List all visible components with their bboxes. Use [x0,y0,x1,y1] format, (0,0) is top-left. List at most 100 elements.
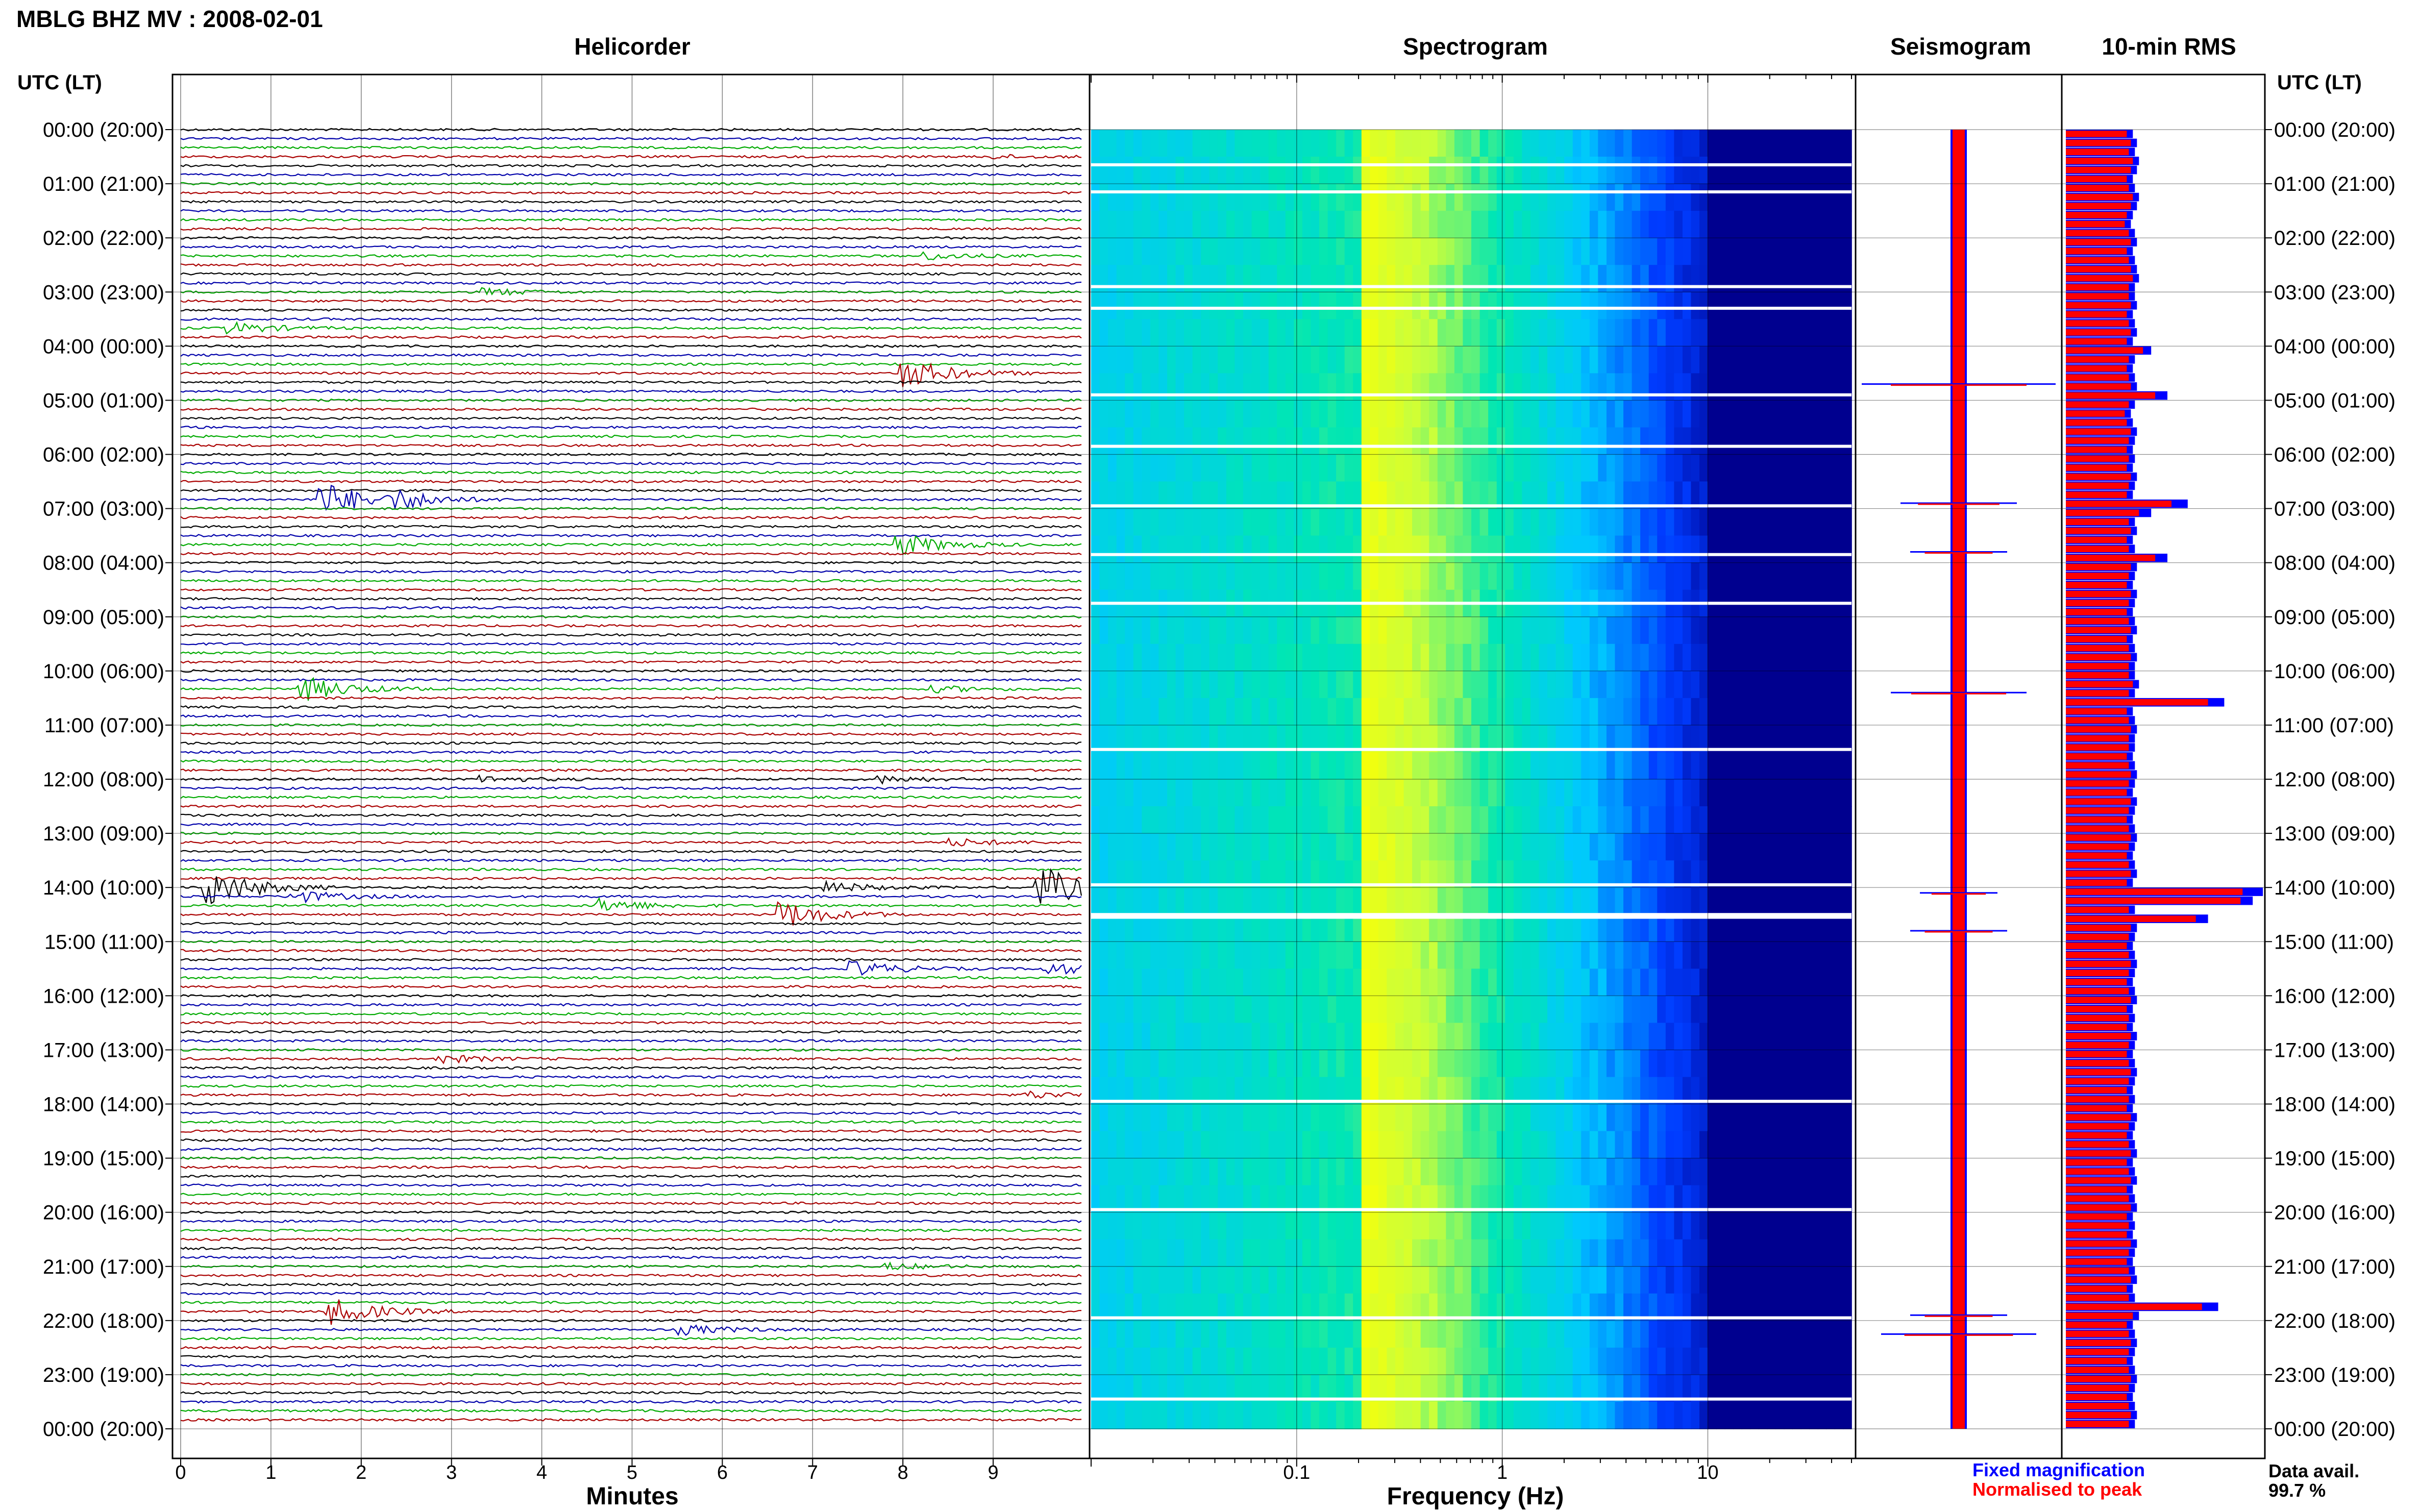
spectrogram-cell [1724,1293,1734,1321]
spectrogram-cell [1201,779,1210,807]
spectrogram-cell [1327,725,1337,753]
spectrogram-cell [1302,887,1312,915]
spectrogram-cell [1116,1320,1126,1348]
spectrogram-cell [1268,1320,1278,1348]
spectrogram-cell [1361,969,1371,997]
spectrogram-cell [1454,941,1464,970]
rms-bar-normalised [2066,419,2127,426]
spectrogram-cell [1648,427,1658,455]
spectrogram-cell [1353,1131,1362,1159]
spectrogram-cell [1471,184,1480,211]
rms-bar-normalised [2066,1051,2127,1058]
spectrogram-cell [1826,292,1835,320]
spectrogram-cell [1142,1050,1151,1078]
spectrogram-cell [1716,1050,1725,1078]
spectrogram-cell [1268,1374,1278,1402]
spectrogram-cell [1091,238,1100,265]
spectrogram-cell [1454,1023,1464,1051]
spectrogram-cell [1387,1402,1396,1429]
spectrogram-cell [1547,671,1557,699]
spectrogram-cell [1243,481,1252,509]
spectrogram-cell [1311,887,1320,915]
spectrogram-cell [1403,184,1413,211]
spectrogram-cell [1302,1212,1312,1240]
spectrogram-cell [1378,1374,1388,1402]
spectrogram-cell [1606,1402,1616,1429]
spectrogram-cell [1496,1023,1506,1051]
spectrogram-cell [1294,157,1303,184]
spectrogram-cell [1471,887,1480,915]
spectrogram-cell [1277,292,1286,320]
spectrogram-cell [1125,1023,1134,1051]
spectrogram-cell [1496,562,1506,590]
spectrogram-cell [1091,265,1100,292]
spectrogram-cell [1395,508,1404,536]
spectrogram-cell [1724,211,1734,238]
spectrogram-cell [1361,779,1371,807]
spectrogram-cell [1108,211,1117,238]
spectrogram-cell [1454,481,1464,509]
spectrogram-cell [1843,1158,1852,1186]
spectrogram-cell [1091,1239,1100,1267]
spectrogram-cell [1268,860,1278,888]
spectrogram-cell [1167,969,1176,997]
helicorder-trace [180,1102,1082,1106]
y-tick-label-right: 08:00 (04:00) [2274,552,2396,575]
spectrogram-cell [1294,130,1303,157]
spectrogram-cell [1344,481,1354,509]
spectrogram-cell [1336,184,1345,211]
spectrogram-cell [1311,292,1320,320]
spectrogram-cell [1133,914,1143,942]
spectrogram-cell [1733,1293,1742,1321]
helicorder-trace [180,1255,1082,1259]
spectrogram-cell [1488,562,1497,590]
spectrogram-cell [1277,643,1286,672]
spectrogram-cell [1682,643,1692,672]
spectrogram-cell [1294,1402,1303,1429]
spectrogram-cell [1800,1050,1810,1078]
spectrogram-cell [1192,833,1202,861]
spectrogram-cell [1429,508,1438,536]
spectrogram-cell [1108,833,1117,861]
spectrogram-cell [1674,1077,1683,1105]
spectrogram-gap [1091,285,1852,288]
spectrogram-cell [1615,427,1624,455]
spectrogram-cell [1150,1158,1159,1186]
spectrogram-cell [1302,1347,1312,1375]
spectrogram-cell [1708,616,1717,645]
rms-bar-normalised [2066,690,2129,697]
spectrogram-cell [1201,643,1210,672]
spectrogram-cell [1336,1320,1345,1348]
spectrogram-cell [1327,373,1337,401]
spectrogram-cell [1142,969,1151,997]
spectrogram-cell [1834,427,1844,455]
spectrogram-cell [1167,562,1176,590]
spectrogram-cell [1235,130,1244,157]
spectrogram-cell [1496,211,1506,238]
spectrogram-cell [1260,238,1269,265]
spectrogram-cell [1581,265,1590,292]
spectrogram-cell [1767,616,1776,645]
spectrogram-cell [1319,157,1328,184]
spectrogram-cell [1708,914,1717,942]
spectrogram-cell [1606,833,1616,861]
spectrogram-cell [1175,1239,1184,1267]
spectrogram-cell [1589,346,1599,374]
spectrogram-cell [1606,1266,1616,1294]
spectrogram-cell [1505,914,1514,942]
spectrogram-cell [1412,969,1421,997]
spectrogram-cell [1251,400,1261,428]
rms-bar-normalised [2066,717,2129,724]
spectrogram-cell [1615,508,1624,536]
spectrogram-cell [1226,643,1236,672]
spectrogram-cell [1235,1347,1244,1375]
spectrogram-cell [1488,1374,1497,1402]
spectrogram-cell [1648,1158,1658,1186]
spectrogram-cell [1724,1185,1734,1213]
spectrogram-cell [1471,725,1480,753]
spectrogram-cell [1403,157,1413,184]
spectrogram-cell [1674,1320,1683,1348]
spectrogram-cell [1598,1050,1607,1078]
spectrogram-cell [1741,1131,1751,1159]
spectrogram-cell [1471,616,1480,645]
